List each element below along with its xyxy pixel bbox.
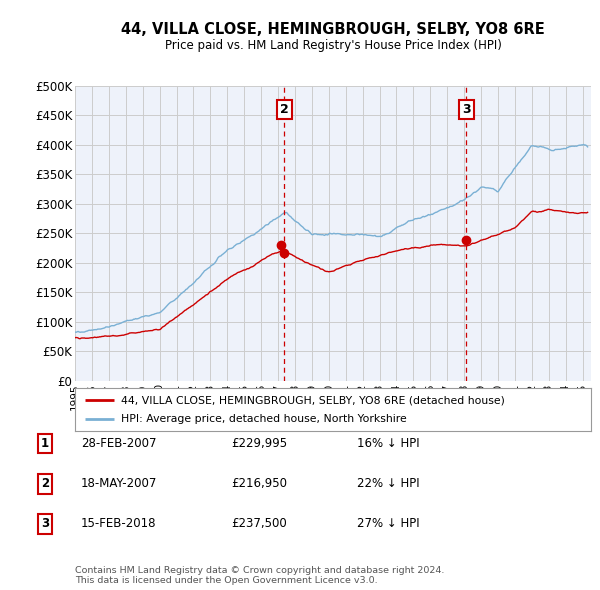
Text: 44, VILLA CLOSE, HEMINGBROUGH, SELBY, YO8 6RE: 44, VILLA CLOSE, HEMINGBROUGH, SELBY, YO… [121,22,545,37]
Text: 3: 3 [462,103,470,116]
Text: Contains HM Land Registry data © Crown copyright and database right 2024.
This d: Contains HM Land Registry data © Crown c… [75,566,445,585]
Text: 18-MAY-2007: 18-MAY-2007 [81,477,157,490]
Text: 44, VILLA CLOSE, HEMINGBROUGH, SELBY, YO8 6RE (detached house): 44, VILLA CLOSE, HEMINGBROUGH, SELBY, YO… [121,395,505,405]
Text: £229,995: £229,995 [231,437,287,450]
Text: 1: 1 [41,437,49,450]
Text: 2: 2 [280,103,289,116]
Text: 27% ↓ HPI: 27% ↓ HPI [357,517,419,530]
Text: 3: 3 [41,517,49,530]
Text: 16% ↓ HPI: 16% ↓ HPI [357,437,419,450]
Text: HPI: Average price, detached house, North Yorkshire: HPI: Average price, detached house, Nort… [121,414,407,424]
Text: £237,500: £237,500 [231,517,287,530]
Text: Price paid vs. HM Land Registry's House Price Index (HPI): Price paid vs. HM Land Registry's House … [164,39,502,52]
Text: 28-FEB-2007: 28-FEB-2007 [81,437,157,450]
Text: 15-FEB-2018: 15-FEB-2018 [81,517,157,530]
Text: £216,950: £216,950 [231,477,287,490]
Text: 2: 2 [41,477,49,490]
Text: 22% ↓ HPI: 22% ↓ HPI [357,477,419,490]
